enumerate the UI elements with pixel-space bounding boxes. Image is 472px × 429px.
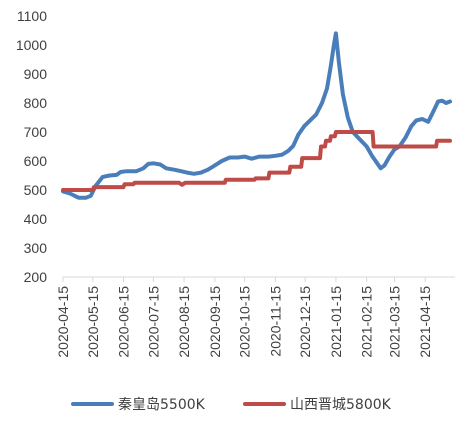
x-tick-label: 2021-01-15 xyxy=(328,286,344,358)
x-tick-label: 2020-10-15 xyxy=(237,286,253,358)
plot-area xyxy=(61,31,452,200)
x-tick-label: 2021-02-15 xyxy=(359,286,375,358)
x-tick-label: 2020-12-15 xyxy=(297,286,313,358)
legend-label-1: 秦皇岛5500K xyxy=(118,397,206,413)
x-tick-label: 2020-09-15 xyxy=(207,286,223,358)
x-tick-label: 2020-07-15 xyxy=(145,286,161,358)
y-tick-label: 800 xyxy=(24,95,48,111)
x-tick-label: 2020-11-15 xyxy=(267,286,283,357)
x-axis: 2020-04-15 2020-05-15 2020-06-15 2020-07-15… xyxy=(55,276,455,358)
y-tick-label: 500 xyxy=(24,182,48,198)
series-line-1 xyxy=(61,31,452,200)
legend: 秦皇岛5500K 山西晋城5800K xyxy=(71,397,392,413)
y-tick-label: 700 xyxy=(24,124,48,140)
y-tick-label: 300 xyxy=(24,240,48,256)
legend-label-2: 山西晋城5800K xyxy=(290,397,392,413)
x-tick-label: 2021-03-15 xyxy=(386,286,402,358)
x-tick-label: 2021-04-15 xyxy=(417,286,433,358)
x-tick-label: 2020-05-15 xyxy=(85,286,101,358)
y-tick-label: 1000 xyxy=(16,37,47,53)
y-tick-label: 600 xyxy=(24,153,48,169)
y-tick-label: 1100 xyxy=(17,8,47,24)
x-tick-label: 2020-04-15 xyxy=(55,286,71,358)
series-line-2 xyxy=(61,130,452,192)
y-tick-label: 200 xyxy=(24,269,48,285)
x-tick-label: 2020-08-15 xyxy=(176,286,192,358)
y-tick-label: 900 xyxy=(24,66,48,82)
y-axis: 200 300 400 500 600 700 800 900 1000 1100 xyxy=(16,8,47,285)
y-tick-label: 400 xyxy=(24,211,48,227)
x-tick-label: 2020-06-15 xyxy=(116,286,132,358)
